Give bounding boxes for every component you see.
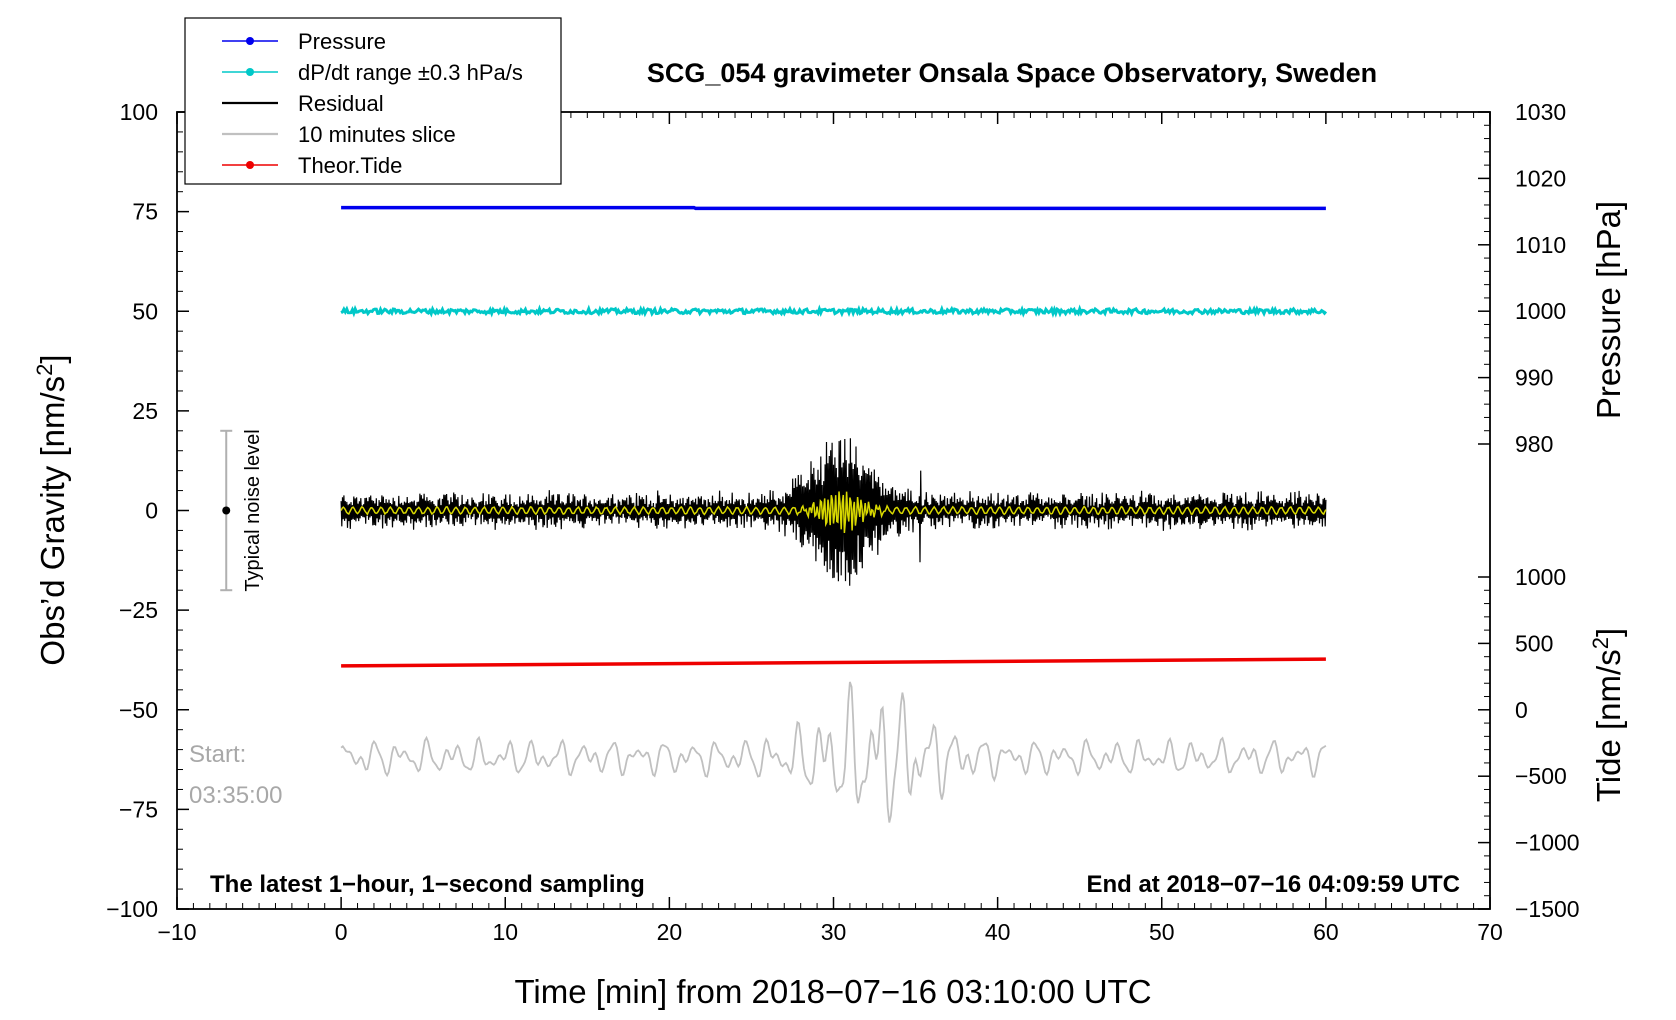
y-axis-tide-title: Tide [nm/s2] (1588, 628, 1628, 802)
series-theor-tide (341, 657, 1326, 668)
tide-tick-label: −1000 (1515, 830, 1580, 856)
x-axis: −10 0 10 20 30 40 50 60 70 (157, 112, 1503, 945)
legend-label: Theor.Tide (298, 153, 402, 178)
noise-bar-label: Typical noise level (242, 429, 264, 591)
y-axis-pressure: 1030 1020 1010 1000 990 980 (1478, 99, 1566, 457)
y-tick-label: −100 (106, 896, 158, 922)
pressure-tick-label: 990 (1515, 365, 1553, 391)
note-bottom-left: The latest 1−hour, 1−second sampling (210, 871, 645, 898)
x-axis-title: Time [min] from 2018−07−16 03:10:00 UTC (514, 973, 1151, 1010)
start-time: 03:35:00 (189, 782, 282, 809)
x-tick-label: 30 (821, 919, 847, 945)
y-axis-left-title: Obs’d Gravity [nm/s2] (32, 354, 72, 665)
x-tick-label: 20 (657, 919, 683, 945)
x-tick-label: −10 (157, 919, 196, 945)
y-axis-tide: 1000 500 0 −500 −1000 −1500 (1478, 564, 1580, 922)
legend-marker (246, 68, 254, 76)
x-tick-label: 70 (1477, 919, 1503, 945)
y-tick-label: −75 (119, 796, 158, 822)
start-label: Start: (189, 741, 246, 768)
pressure-tick-label: 1010 (1515, 232, 1566, 258)
legend-label: 10 minutes slice (298, 122, 456, 147)
y-tick-label: 100 (120, 99, 158, 125)
noise-bar: Typical noise level (220, 429, 264, 592)
legend-marker (246, 161, 254, 169)
y-tick-label: 75 (132, 199, 158, 225)
series-pressure (341, 205, 1326, 211)
pressure-tick-label: 1030 (1515, 99, 1566, 125)
tide-tick-label: −1500 (1515, 896, 1580, 922)
y-axis-left: 100 75 50 25 0 −25 −50 −75 −100 (106, 99, 189, 922)
tide-tick-label: −500 (1515, 763, 1567, 789)
tide-tick-label: 0 (1515, 697, 1528, 723)
y-tick-label: 50 (132, 298, 158, 324)
x-tick-label: 60 (1313, 919, 1339, 945)
y-tick-label: −50 (119, 697, 158, 723)
pressure-tick-label: 980 (1515, 431, 1553, 457)
note-bottom-right: End at 2018−07−16 04:09:59 UTC (1086, 871, 1460, 898)
x-tick-label: 0 (335, 919, 348, 945)
legend: Pressure dP/dt range ±0.3 hPa/s Residual 10… (184, 17, 562, 185)
tide-tick-label: 1000 (1515, 564, 1566, 590)
pressure-tick-label: 1020 (1515, 165, 1566, 191)
series-residual-smoothed (340, 491, 1327, 534)
legend-box (184, 17, 562, 185)
legend-marker (246, 37, 254, 45)
y-tick-label: 0 (145, 498, 158, 524)
x-tick-label: 10 (492, 919, 518, 945)
legend-label: Pressure (298, 29, 386, 54)
x-tick-label: 40 (985, 919, 1011, 945)
noise-bar-center (222, 506, 231, 515)
series-layer (340, 205, 1328, 823)
x-tick-label: 50 (1149, 919, 1175, 945)
legend-label: dP/dt range ±0.3 hPa/s (298, 60, 523, 85)
y-tick-label: −25 (119, 597, 158, 623)
y-axis-pressure-title: Pressure [hPa] (1590, 201, 1627, 419)
legend-label: Residual (298, 91, 384, 116)
chart-title: SCG_054 gravimeter Onsala Space Observat… (647, 58, 1377, 88)
y-tick-label: 25 (132, 398, 158, 424)
pressure-tick-label: 1000 (1515, 298, 1566, 324)
series-10-minutes-slice (340, 681, 1327, 823)
series-dpdt (340, 304, 1328, 319)
tide-tick-label: 500 (1515, 630, 1553, 656)
